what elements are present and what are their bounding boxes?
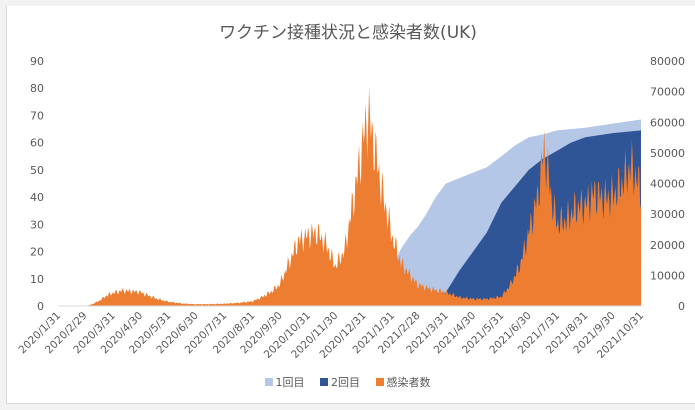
- y-left-tick-label: 60: [30, 137, 44, 150]
- y-right-tick-label: 10000: [650, 269, 685, 282]
- sheet-edge-left: [0, 0, 6, 410]
- y-right-tick-label: 30000: [650, 208, 685, 221]
- y-left-tick-label: 70: [30, 109, 44, 122]
- legend: 1回目 2回目 感染者数: [0, 374, 695, 390]
- legend-swatch-cases: [375, 378, 384, 386]
- y-left-tick-label: 20: [30, 246, 44, 259]
- y-left-tick-label: 80: [30, 82, 44, 95]
- y-right-tick-label: 20000: [650, 239, 685, 252]
- sheet-edge-bottom: [0, 404, 695, 410]
- y-right-tick-label: 80000: [650, 55, 685, 68]
- legend-label-first-dose: 1回目: [275, 376, 305, 389]
- legend-label-cases: 感染者数: [386, 376, 431, 389]
- y-right-tick-label: 40000: [650, 178, 685, 191]
- y-right-tick-label: 50000: [650, 147, 685, 160]
- y-left-tick-label: 10: [30, 273, 44, 286]
- legend-item-cases: 感染者数: [375, 374, 431, 390]
- legend-item-second-dose: 2回目: [320, 374, 360, 390]
- legend-swatch-second-dose: [320, 378, 328, 386]
- y-right-tick-label: 60000: [650, 116, 685, 129]
- cases-columns: [76, 86, 641, 307]
- chart-title: ワクチン接種状況と感染者数(UK): [219, 23, 477, 43]
- y-left-tick-label: 90: [30, 55, 44, 68]
- y-left-tick-label: 0: [37, 300, 44, 313]
- y-left-tick-label: 30: [30, 218, 44, 231]
- legend-item-first-dose: 1回目: [264, 374, 305, 390]
- sheet-edge-top: [0, 0, 695, 6]
- legend-swatch-first-dose: [264, 378, 273, 386]
- y-left-tick-label: 40: [30, 191, 44, 204]
- y-left-tick-label: 50: [30, 164, 44, 177]
- legend-label-second-dose: 2回目: [331, 376, 360, 389]
- y-right-tick-label: 0: [678, 300, 685, 313]
- y-right-tick-label: 70000: [650, 86, 685, 99]
